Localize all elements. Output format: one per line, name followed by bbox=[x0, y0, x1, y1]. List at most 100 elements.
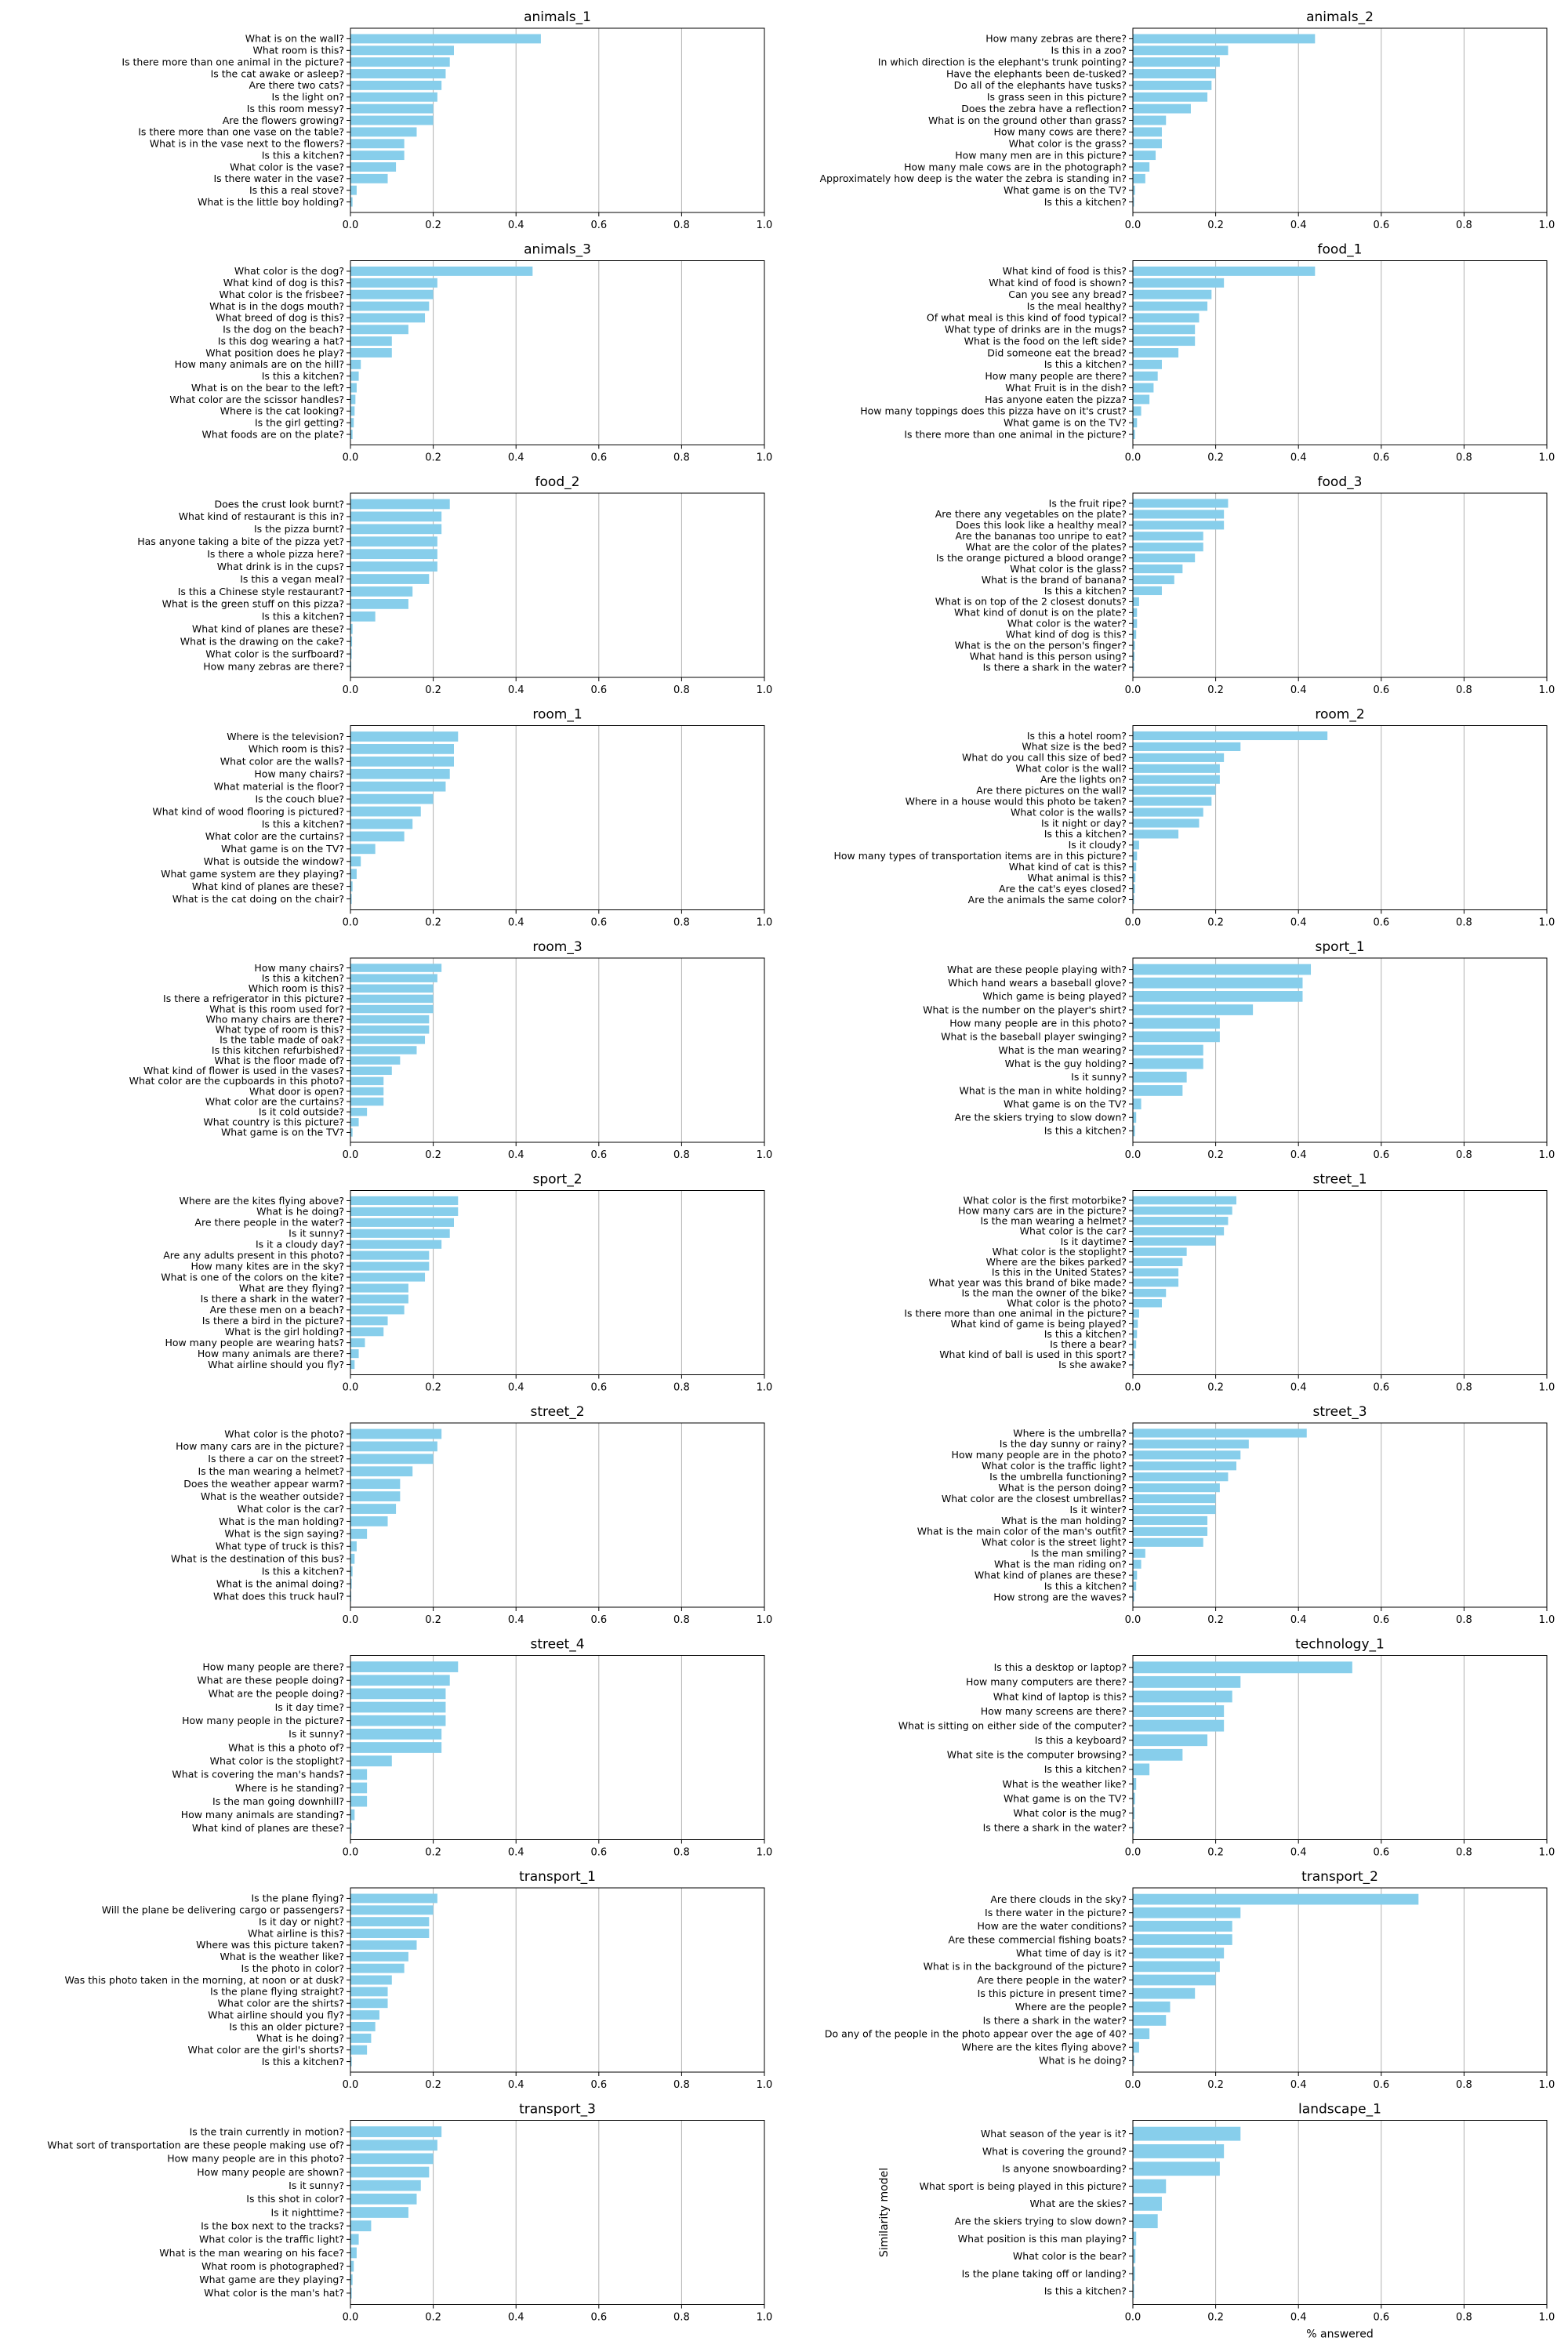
question-label: Is this a vegan meal? bbox=[240, 573, 344, 585]
question-label: Are the bananas too unripe to eat? bbox=[956, 530, 1127, 542]
axes-frame bbox=[350, 1655, 765, 1840]
panel-room-3: room_3 0.0 0.2 0.4 0.6 0.8 1.0 How many chairs?… bbox=[129, 939, 773, 1161]
bar bbox=[1133, 554, 1196, 563]
bar bbox=[350, 1795, 368, 1807]
question-label: Is the man wearing a helmet? bbox=[198, 1465, 344, 1477]
x-tick-label: 1.0 bbox=[757, 1149, 773, 1161]
bar bbox=[350, 524, 442, 535]
x-tick-label: 0.4 bbox=[1290, 1614, 1307, 1626]
bar bbox=[1133, 1792, 1135, 1805]
question-label: What type of drinks are in the mugs? bbox=[945, 324, 1127, 336]
x-tick-label: 0.8 bbox=[673, 220, 690, 231]
question-label: What color is the glass? bbox=[1010, 563, 1127, 575]
question-label: What color are the closest umbrellas? bbox=[942, 1493, 1127, 1504]
x-tick-label: 0.6 bbox=[1373, 2079, 1389, 2091]
bar bbox=[1133, 2126, 1241, 2141]
question-label: Is this dog wearing a hat? bbox=[218, 335, 344, 347]
x-tick-label: 0.2 bbox=[1207, 2312, 1224, 2324]
question-label: What country is this picture? bbox=[203, 1116, 344, 1128]
question-label: How many zebras are there? bbox=[985, 33, 1127, 45]
question-label: What color are the curtains? bbox=[205, 830, 344, 842]
x-tick-label: 0.0 bbox=[1125, 1614, 1142, 1626]
question-label: What is the green stuff on this pizza? bbox=[162, 598, 344, 610]
question-label: Is it daytime? bbox=[1061, 1236, 1127, 1247]
panel-title: landscape_1 bbox=[1298, 2102, 1381, 2118]
bar bbox=[1133, 103, 1191, 114]
x-tick-label: 0.6 bbox=[1373, 452, 1389, 464]
question-label: How many toppings does this pizza have o… bbox=[860, 405, 1127, 417]
bar bbox=[350, 2140, 437, 2151]
bar bbox=[1133, 2179, 1167, 2194]
bar bbox=[1133, 1044, 1203, 1056]
x-tick-label: 1.0 bbox=[1539, 1149, 1555, 1161]
x-tick-label: 1.0 bbox=[757, 2312, 773, 2324]
question-label: What kind of food is this? bbox=[1003, 265, 1127, 277]
question-label: Is there more than one animal in the pic… bbox=[904, 1308, 1127, 1319]
question-label: Are there pictures on the wall? bbox=[976, 784, 1127, 796]
x-tick-label: 0.2 bbox=[1207, 684, 1224, 696]
x-tick-label: 0.2 bbox=[425, 1149, 441, 1161]
bar bbox=[1133, 1570, 1138, 1580]
bar bbox=[1133, 775, 1220, 784]
question-label: How many people are wearing hats? bbox=[165, 1337, 344, 1348]
question-label: Where are the bikes parked? bbox=[986, 1256, 1127, 1268]
x-tick-label: 0.2 bbox=[425, 917, 441, 929]
bar bbox=[350, 1004, 434, 1014]
question-label: What kind of planes are these? bbox=[192, 1822, 344, 1834]
panel-title: animals_2 bbox=[1306, 9, 1374, 25]
x-tick-label: 0.4 bbox=[508, 917, 524, 929]
x-tick-label: 0.0 bbox=[1125, 452, 1142, 464]
x-tick-label: 0.4 bbox=[1290, 2312, 1307, 2324]
x-tick-label: 0.4 bbox=[1290, 684, 1307, 696]
x-tick-label: 0.8 bbox=[1456, 1847, 1472, 1859]
question-label: What game is on the TV? bbox=[221, 843, 344, 855]
bar bbox=[1133, 641, 1135, 650]
question-label: How many screens are there? bbox=[981, 1705, 1127, 1717]
bar bbox=[350, 2033, 372, 2043]
question-label: Is the couch blue? bbox=[255, 793, 344, 804]
question-label: Is there a shark in the water? bbox=[983, 2014, 1127, 2026]
bar bbox=[1133, 1217, 1229, 1225]
bar bbox=[350, 984, 434, 993]
bar bbox=[350, 974, 437, 982]
axes-frame bbox=[350, 957, 765, 1143]
question-label: What type of room is this? bbox=[216, 1024, 344, 1036]
bar bbox=[1133, 151, 1156, 161]
question-label: Is this a kitchen? bbox=[1044, 2285, 1127, 2297]
panel-title: sport_2 bbox=[532, 1172, 582, 1188]
bar bbox=[350, 92, 437, 102]
question-label: What is the baseball player swinging? bbox=[941, 1031, 1127, 1043]
bar bbox=[1133, 597, 1139, 606]
bar bbox=[1133, 1439, 1249, 1449]
bar bbox=[1133, 1921, 1232, 1932]
question-label: What kind of wood flooring is pictured? bbox=[152, 805, 344, 817]
x-tick-label: 0.6 bbox=[590, 452, 607, 464]
question-label: Are these men on a beach? bbox=[210, 1304, 344, 1316]
axes-frame bbox=[1132, 957, 1548, 1143]
bar bbox=[1133, 873, 1136, 883]
bar bbox=[350, 561, 437, 572]
bar bbox=[350, 1056, 401, 1065]
bar bbox=[1133, 1719, 1225, 1732]
bar bbox=[350, 623, 353, 634]
bar bbox=[350, 881, 353, 891]
x-tick-label: 0.6 bbox=[590, 1847, 607, 1859]
bar bbox=[1133, 1548, 1145, 1558]
question-label: What color is the dog? bbox=[234, 265, 344, 277]
question-label: Which room is this? bbox=[249, 982, 344, 994]
x-tick-label: 0.8 bbox=[1456, 2312, 1472, 2324]
bar bbox=[1133, 1004, 1254, 1015]
axes-frame bbox=[1132, 2120, 1548, 2305]
question-label: How strong are the waves? bbox=[993, 1591, 1127, 1602]
question-label: Can you see any bread? bbox=[1008, 289, 1127, 300]
bar bbox=[350, 1742, 442, 1753]
question-label: How many computers are there? bbox=[966, 1676, 1127, 1688]
question-label: Is it cloudy? bbox=[1069, 839, 1127, 851]
question-label: What is the main color of the man's outf… bbox=[917, 1526, 1127, 1537]
x-tick-label: 0.6 bbox=[1373, 1614, 1389, 1626]
x-tick-label: 1.0 bbox=[757, 1847, 773, 1859]
question-label: Is it cold outside? bbox=[259, 1106, 344, 1118]
bar bbox=[1133, 1298, 1162, 1308]
question-label: What size is the bed? bbox=[1022, 741, 1127, 753]
bar bbox=[1133, 1360, 1134, 1370]
